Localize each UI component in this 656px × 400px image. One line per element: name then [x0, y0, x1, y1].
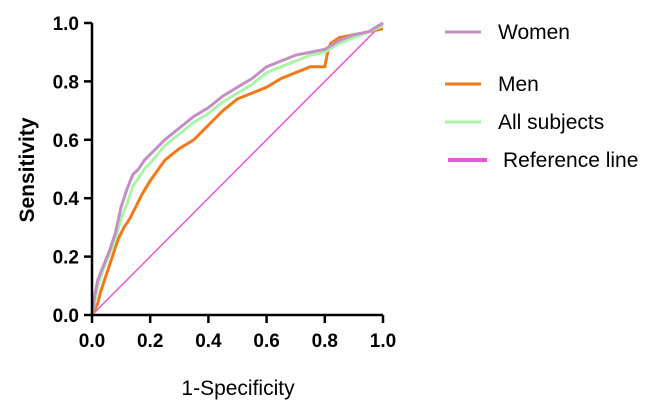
x-axis-title: 1-Specificity [181, 377, 295, 400]
axes-layer: 0.0 0.2 0.4 0.6 0.8 1.0 0.0 0.2 0.4 0.6 0.8 1.0 [53, 14, 397, 352]
x-tick-label: 0.6 [253, 331, 279, 352]
x-tick-label: 0.2 [137, 331, 163, 352]
x-tick-label: 0.8 [312, 331, 338, 352]
y-tick-label: 1.0 [53, 14, 79, 35]
y-tick-label: 0.0 [53, 306, 79, 327]
legend: Women Men All subjects Reference line [445, 21, 638, 172]
legend-label-women: Women [498, 21, 570, 44]
y-tick-label: 0.6 [53, 131, 79, 152]
series-line-reference-line [91, 22, 384, 316]
y-axis-title: Sensitivity [16, 117, 39, 222]
legend-label-all-subjects: All subjects [498, 111, 604, 134]
x-tick-label: 1.0 [370, 331, 396, 352]
x-tick-label: 0.0 [79, 331, 105, 352]
legend-label-men: Men [498, 73, 539, 96]
y-tick-label: 0.4 [53, 189, 80, 210]
y-tick-label: 0.2 [53, 248, 79, 269]
y-tick-label: 0.8 [53, 72, 79, 93]
legend-label-reference-line: Reference line [503, 149, 638, 172]
series-line-women [90, 21, 384, 316]
x-tick-label: 0.4 [195, 331, 222, 352]
series-layer [90, 21, 384, 316]
